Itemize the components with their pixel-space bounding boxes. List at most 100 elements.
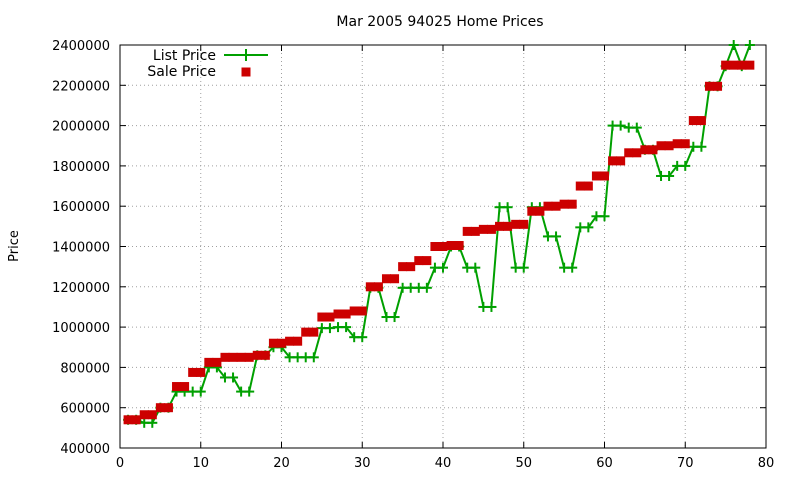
sale-price-point — [688, 116, 698, 126]
sale-price-point — [543, 201, 553, 211]
list-price-point — [308, 352, 319, 363]
sale-price-point — [696, 116, 706, 126]
sale-price-point — [357, 306, 367, 316]
sale-price-point — [713, 81, 723, 91]
sale-price-point — [600, 171, 609, 181]
sale-price-point — [737, 60, 747, 70]
sale-price-point — [583, 181, 593, 191]
list-price-point — [389, 312, 400, 323]
sale-price-point — [268, 338, 278, 348]
legend-label-sale-price: Sale Price — [147, 64, 216, 80]
list-price-point — [502, 202, 513, 213]
sale-price-point — [390, 274, 400, 284]
sale-price-point — [252, 350, 262, 360]
sale-price-point — [365, 282, 375, 292]
list-price-point — [438, 262, 448, 273]
sale-price-point — [462, 226, 472, 236]
sale-price-point — [527, 206, 537, 216]
x-tick-label: 60 — [596, 456, 613, 471]
sale-price-point — [349, 306, 359, 316]
list-price-point — [744, 40, 755, 50]
legend: List Price Sale Price — [147, 48, 268, 80]
sale-price-point — [406, 262, 416, 272]
sale-price-point — [212, 357, 222, 367]
sale-price-point — [430, 242, 440, 251]
y-tick-label: 600000 — [60, 402, 110, 417]
sale-price-point — [139, 410, 149, 420]
list-price-point — [228, 372, 239, 383]
sale-price-point — [333, 309, 343, 319]
sale-price-point — [486, 224, 496, 234]
y-tick-label: 2400000 — [52, 39, 110, 54]
sale-price-point — [721, 60, 731, 70]
sale-price-point — [123, 415, 133, 425]
sale-price-point — [196, 367, 206, 377]
list-price-point — [518, 262, 529, 273]
sale-price-point — [632, 148, 642, 158]
y-axis-label: Price — [7, 230, 22, 262]
list-price-point — [631, 122, 642, 133]
sale-price-point — [244, 352, 254, 362]
y-tick-label: 1800000 — [52, 160, 110, 175]
axes: 0 10 20 30 40 50 60 70 80 400000 600000 800000 10000… — [52, 39, 774, 471]
sale-price-point — [648, 145, 658, 155]
chart-title: Mar 2005 94025 Home Prices — [336, 14, 543, 30]
sale-price-point — [680, 139, 690, 149]
x-tick-label: 70 — [677, 456, 694, 471]
sale-price-point — [285, 336, 295, 346]
list-price-point — [551, 231, 562, 242]
sale-price-point — [567, 199, 577, 209]
sale-price-point — [373, 282, 383, 292]
list-price-point — [244, 386, 255, 397]
sale-price-point — [398, 262, 408, 272]
list-price-point — [470, 262, 481, 273]
sale-price-point — [495, 221, 505, 231]
sale-price-point — [163, 403, 173, 413]
sale-price-point — [664, 141, 674, 151]
sale-price-point — [293, 336, 303, 346]
sale-price-point — [616, 156, 626, 166]
list-price-point — [195, 386, 206, 397]
sale-price-point — [519, 219, 529, 229]
sale-price-point — [180, 382, 190, 392]
sale-price-point — [503, 221, 513, 231]
list-price-point — [486, 301, 497, 312]
sale-price-point — [591, 171, 601, 181]
sale-price-point — [220, 352, 230, 362]
x-tick-label: 30 — [354, 456, 371, 471]
list-price-point — [599, 211, 610, 222]
sale-price-point — [277, 338, 286, 348]
sale-price-point — [155, 403, 165, 413]
list-price-point — [696, 141, 707, 152]
x-tick-label: 20 — [273, 456, 290, 471]
sale-price-point — [341, 309, 351, 319]
list-price-point — [147, 417, 158, 428]
sale-price-point — [446, 240, 456, 250]
sale-price-point — [656, 141, 666, 151]
x-tick-label: 10 — [192, 456, 209, 471]
sale-price-point — [172, 382, 182, 392]
sale-price-point — [188, 367, 198, 377]
sale-price-point — [381, 274, 391, 284]
x-tick-label: 50 — [515, 456, 532, 471]
list-price-point — [324, 323, 335, 334]
y-tick-label: 1200000 — [52, 281, 110, 296]
sale-price-point — [204, 357, 214, 367]
sale-price-point — [454, 240, 464, 250]
sale-price-point — [559, 199, 569, 209]
sale-price-point — [236, 352, 246, 362]
sale-price-point — [309, 327, 319, 337]
sale-price-point — [422, 256, 432, 266]
sale-price-point — [301, 327, 311, 337]
sale-price-point — [551, 201, 561, 211]
sale-price-point — [260, 350, 270, 360]
y-tick-label: 1600000 — [52, 200, 110, 215]
sale-price-point — [470, 226, 480, 236]
list-price-point — [583, 222, 594, 233]
list-price-point — [567, 262, 578, 273]
y-tick-label: 2000000 — [52, 120, 110, 135]
list-price-point — [664, 170, 675, 181]
sale-price-point — [228, 352, 238, 362]
